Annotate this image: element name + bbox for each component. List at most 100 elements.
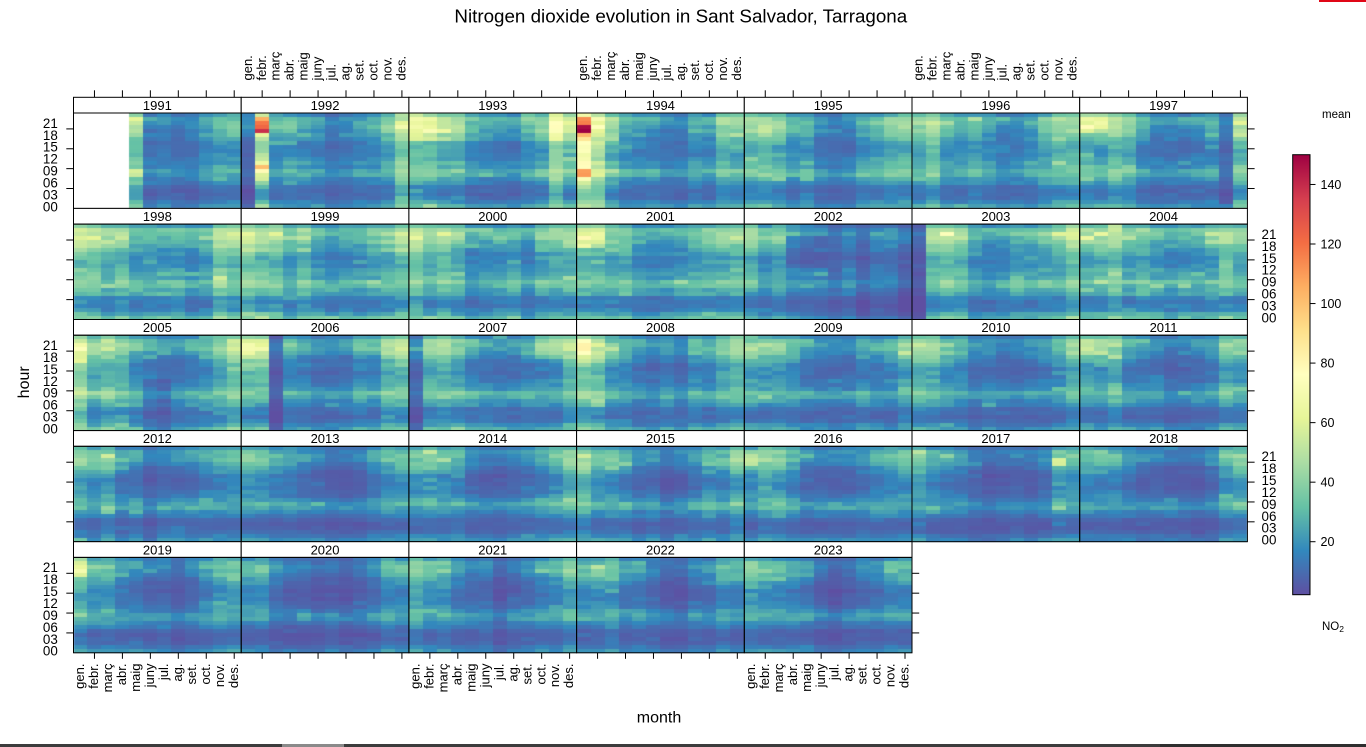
svg-text:00: 00	[1262, 533, 1277, 548]
svg-text:1993: 1993	[478, 98, 507, 113]
svg-text:nov.: nov.	[547, 664, 562, 688]
svg-text:06: 06	[43, 620, 58, 635]
svg-text:120: 120	[1321, 237, 1342, 251]
svg-text:03: 03	[43, 632, 58, 647]
svg-text:1996: 1996	[981, 98, 1010, 113]
svg-text:oct.: oct.	[701, 60, 716, 81]
svg-text:18: 18	[43, 350, 58, 365]
svg-text:juny: juny	[142, 663, 157, 688]
svg-text:21: 21	[43, 338, 58, 353]
svg-text:1999: 1999	[311, 209, 340, 224]
svg-text:03: 03	[43, 187, 58, 202]
svg-text:des.: des.	[729, 56, 744, 81]
svg-text:06: 06	[43, 398, 58, 413]
svg-text:21: 21	[1262, 227, 1277, 242]
svg-text:40: 40	[1321, 476, 1335, 490]
svg-text:gen.: gen.	[911, 55, 926, 80]
svg-text:març: març	[268, 51, 283, 80]
svg-text:ag.: ag.	[673, 62, 688, 80]
svg-text:2006: 2006	[311, 320, 340, 335]
svg-text:maig: maig	[463, 664, 478, 692]
svg-text:2010: 2010	[981, 320, 1010, 335]
svg-text:oct.: oct.	[1036, 60, 1051, 81]
svg-text:00: 00	[1262, 310, 1277, 325]
svg-text:gen.: gen.	[743, 664, 758, 689]
svg-text:03: 03	[1262, 521, 1277, 536]
svg-text:60: 60	[1321, 416, 1335, 430]
svg-text:des.: des.	[561, 664, 576, 689]
svg-text:febr.: febr.	[86, 664, 101, 689]
svg-text:gen.: gen.	[240, 55, 255, 80]
svg-text:100: 100	[1321, 297, 1342, 311]
svg-text:set.: set.	[519, 664, 534, 685]
svg-text:set.: set.	[184, 664, 199, 685]
svg-text:2019: 2019	[143, 542, 172, 557]
svg-text:2022: 2022	[646, 542, 675, 557]
svg-text:des.: des.	[226, 664, 241, 689]
svg-text:jul.: jul.	[491, 664, 506, 682]
svg-text:ag.: ag.	[841, 664, 856, 682]
svg-text:nov.: nov.	[883, 664, 898, 688]
svg-text:jul.: jul.	[659, 64, 674, 82]
svg-text:maig: maig	[128, 664, 143, 692]
svg-text:15: 15	[1262, 473, 1277, 488]
svg-text:2017: 2017	[981, 431, 1010, 446]
svg-text:abr.: abr.	[953, 59, 968, 81]
svg-text:nov.: nov.	[1050, 57, 1065, 81]
svg-text:Nitrogen dioxide evolution in: Nitrogen dioxide evolution in Sant Salva…	[454, 6, 907, 27]
svg-text:00: 00	[43, 644, 58, 659]
svg-text:03: 03	[43, 410, 58, 425]
svg-text:15: 15	[43, 584, 58, 599]
svg-text:jul.: jul.	[994, 64, 1009, 82]
svg-text:140: 140	[1321, 178, 1342, 192]
svg-text:2009: 2009	[814, 320, 843, 335]
svg-text:2002: 2002	[814, 209, 843, 224]
svg-text:oct.: oct.	[869, 664, 884, 685]
svg-text:des.: des.	[1064, 56, 1079, 81]
svg-text:20: 20	[1321, 535, 1335, 549]
svg-text:nov.: nov.	[212, 664, 227, 688]
svg-text:1995: 1995	[814, 98, 843, 113]
svg-text:ag.: ag.	[505, 664, 520, 682]
svg-text:15: 15	[1262, 251, 1277, 266]
svg-text:oct.: oct.	[198, 664, 213, 685]
svg-text:juny: juny	[477, 663, 492, 688]
svg-text:09: 09	[43, 164, 58, 179]
svg-text:jul.: jul.	[324, 64, 339, 82]
svg-text:des.: des.	[897, 664, 912, 689]
svg-text:jul.: jul.	[827, 664, 842, 682]
svg-text:març: març	[435, 663, 450, 692]
svg-text:set.: set.	[687, 60, 702, 81]
svg-text:1994: 1994	[646, 98, 675, 113]
svg-text:nov.: nov.	[380, 57, 395, 81]
svg-text:18: 18	[43, 572, 58, 587]
svg-text:2023: 2023	[814, 542, 843, 557]
svg-text:18: 18	[1262, 461, 1277, 476]
svg-text:15: 15	[43, 140, 58, 155]
svg-text:12: 12	[43, 152, 58, 167]
svg-text:06: 06	[1262, 287, 1277, 302]
svg-text:2021: 2021	[478, 542, 507, 557]
svg-text:12: 12	[43, 596, 58, 611]
svg-text:març: març	[603, 51, 618, 80]
svg-text:mean: mean	[1322, 109, 1351, 121]
svg-text:març: març	[100, 663, 115, 692]
svg-text:2003: 2003	[981, 209, 1010, 224]
svg-text:febr.: febr.	[757, 664, 772, 689]
svg-text:ag.: ag.	[338, 62, 353, 80]
svg-text:2018: 2018	[1149, 431, 1178, 446]
svg-text:juny: juny	[645, 56, 660, 81]
svg-text:1991: 1991	[143, 98, 172, 113]
svg-text:juny: juny	[813, 663, 828, 688]
svg-text:2001: 2001	[646, 209, 675, 224]
svg-text:2016: 2016	[814, 431, 843, 446]
svg-text:00: 00	[43, 422, 58, 437]
svg-text:12: 12	[43, 374, 58, 389]
svg-text:abr.: abr.	[282, 59, 297, 81]
svg-text:12: 12	[1262, 263, 1277, 278]
svg-text:21: 21	[43, 560, 58, 575]
svg-text:febr.: febr.	[421, 664, 436, 689]
svg-text:oct.: oct.	[366, 60, 381, 81]
svg-text:2020: 2020	[311, 542, 340, 557]
svg-text:febr.: febr.	[925, 55, 940, 80]
